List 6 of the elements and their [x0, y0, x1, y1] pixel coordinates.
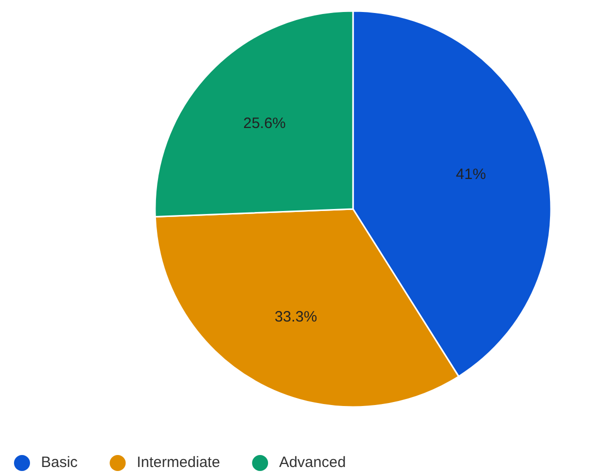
legend-label: Basic [41, 454, 78, 471]
data-label: 25.6% [243, 114, 286, 132]
legend-label: Advanced [279, 454, 346, 471]
legend-label: Intermediate [136, 454, 220, 471]
data-label: 33.3% [274, 308, 318, 326]
data-label: 41% [456, 166, 486, 183]
